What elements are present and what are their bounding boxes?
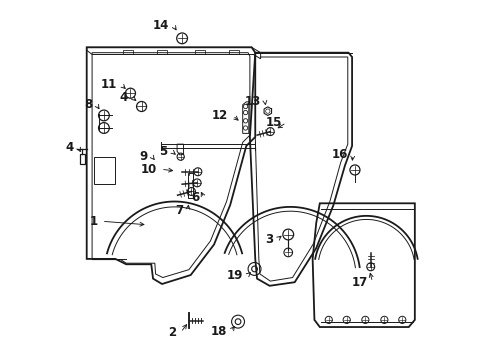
Text: 6: 6: [191, 192, 199, 204]
Text: 12: 12: [212, 109, 228, 122]
Text: 4: 4: [120, 91, 128, 104]
Text: 5: 5: [159, 145, 167, 158]
Text: 18: 18: [210, 325, 226, 338]
Text: 17: 17: [351, 276, 367, 289]
Text: 4: 4: [66, 141, 74, 154]
Bar: [80, 154, 85, 164]
Bar: [122, 50, 133, 54]
Text: 2: 2: [168, 326, 176, 339]
Bar: [187, 173, 192, 198]
Text: 7: 7: [175, 204, 183, 217]
Text: 14: 14: [153, 19, 169, 32]
Text: 10: 10: [140, 163, 156, 176]
Text: 11: 11: [101, 78, 117, 91]
Text: 16: 16: [331, 148, 348, 161]
Bar: [228, 50, 238, 54]
Text: 3: 3: [264, 233, 273, 246]
Bar: [194, 50, 204, 54]
Text: 19: 19: [226, 269, 243, 282]
Text: 15: 15: [265, 116, 282, 129]
Text: 9: 9: [139, 150, 147, 163]
Bar: [94, 157, 115, 184]
Text: 13: 13: [244, 95, 260, 108]
Bar: [157, 50, 167, 54]
Text: 8: 8: [83, 98, 92, 111]
Text: 1: 1: [89, 215, 97, 228]
